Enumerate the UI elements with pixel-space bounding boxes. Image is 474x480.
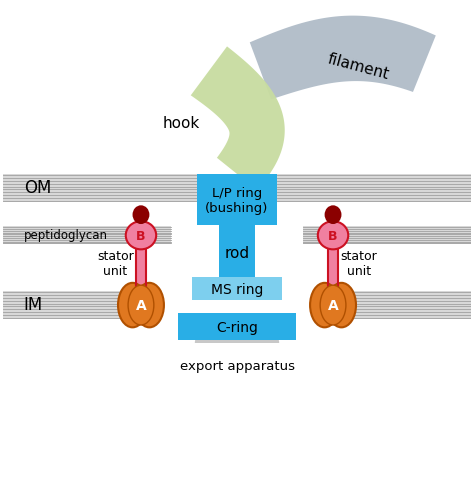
Text: stator
unit: stator unit <box>97 250 134 277</box>
Bar <box>136 236 146 305</box>
Text: OM: OM <box>24 178 51 196</box>
Ellipse shape <box>128 286 154 325</box>
Polygon shape <box>250 17 436 100</box>
Text: A: A <box>136 299 146 312</box>
Bar <box>192 277 282 301</box>
Bar <box>3 291 157 320</box>
Ellipse shape <box>325 206 341 225</box>
Text: IM: IM <box>24 295 43 313</box>
Text: A: A <box>328 299 338 312</box>
Ellipse shape <box>135 283 164 328</box>
Bar <box>317 291 471 320</box>
Text: B: B <box>136 229 146 242</box>
Bar <box>167 343 307 366</box>
Text: L/P ring
(bushing): L/P ring (bushing) <box>205 186 269 214</box>
Ellipse shape <box>318 222 348 250</box>
Text: B: B <box>328 229 338 242</box>
Bar <box>328 236 338 305</box>
Bar <box>277 175 471 203</box>
Text: filament: filament <box>326 52 391 83</box>
Bar <box>328 236 338 305</box>
Bar <box>3 175 197 203</box>
Ellipse shape <box>126 222 156 250</box>
Ellipse shape <box>133 206 149 225</box>
Ellipse shape <box>118 283 147 328</box>
Polygon shape <box>191 48 285 191</box>
Text: MS ring: MS ring <box>211 282 263 296</box>
Text: peptidoglycan: peptidoglycan <box>24 228 108 241</box>
Ellipse shape <box>320 286 346 325</box>
Text: rod: rod <box>224 245 250 260</box>
Bar <box>219 226 255 280</box>
Bar <box>136 236 146 305</box>
Bar <box>178 313 296 340</box>
Ellipse shape <box>195 324 279 361</box>
Bar <box>197 175 277 226</box>
Text: stator
unit: stator unit <box>340 250 377 277</box>
Ellipse shape <box>310 283 339 328</box>
Text: hook: hook <box>162 116 200 131</box>
Bar <box>302 227 471 245</box>
Text: C-ring: C-ring <box>216 320 258 334</box>
Bar <box>3 227 172 245</box>
Ellipse shape <box>327 283 356 328</box>
Text: export apparatus: export apparatus <box>180 360 294 372</box>
